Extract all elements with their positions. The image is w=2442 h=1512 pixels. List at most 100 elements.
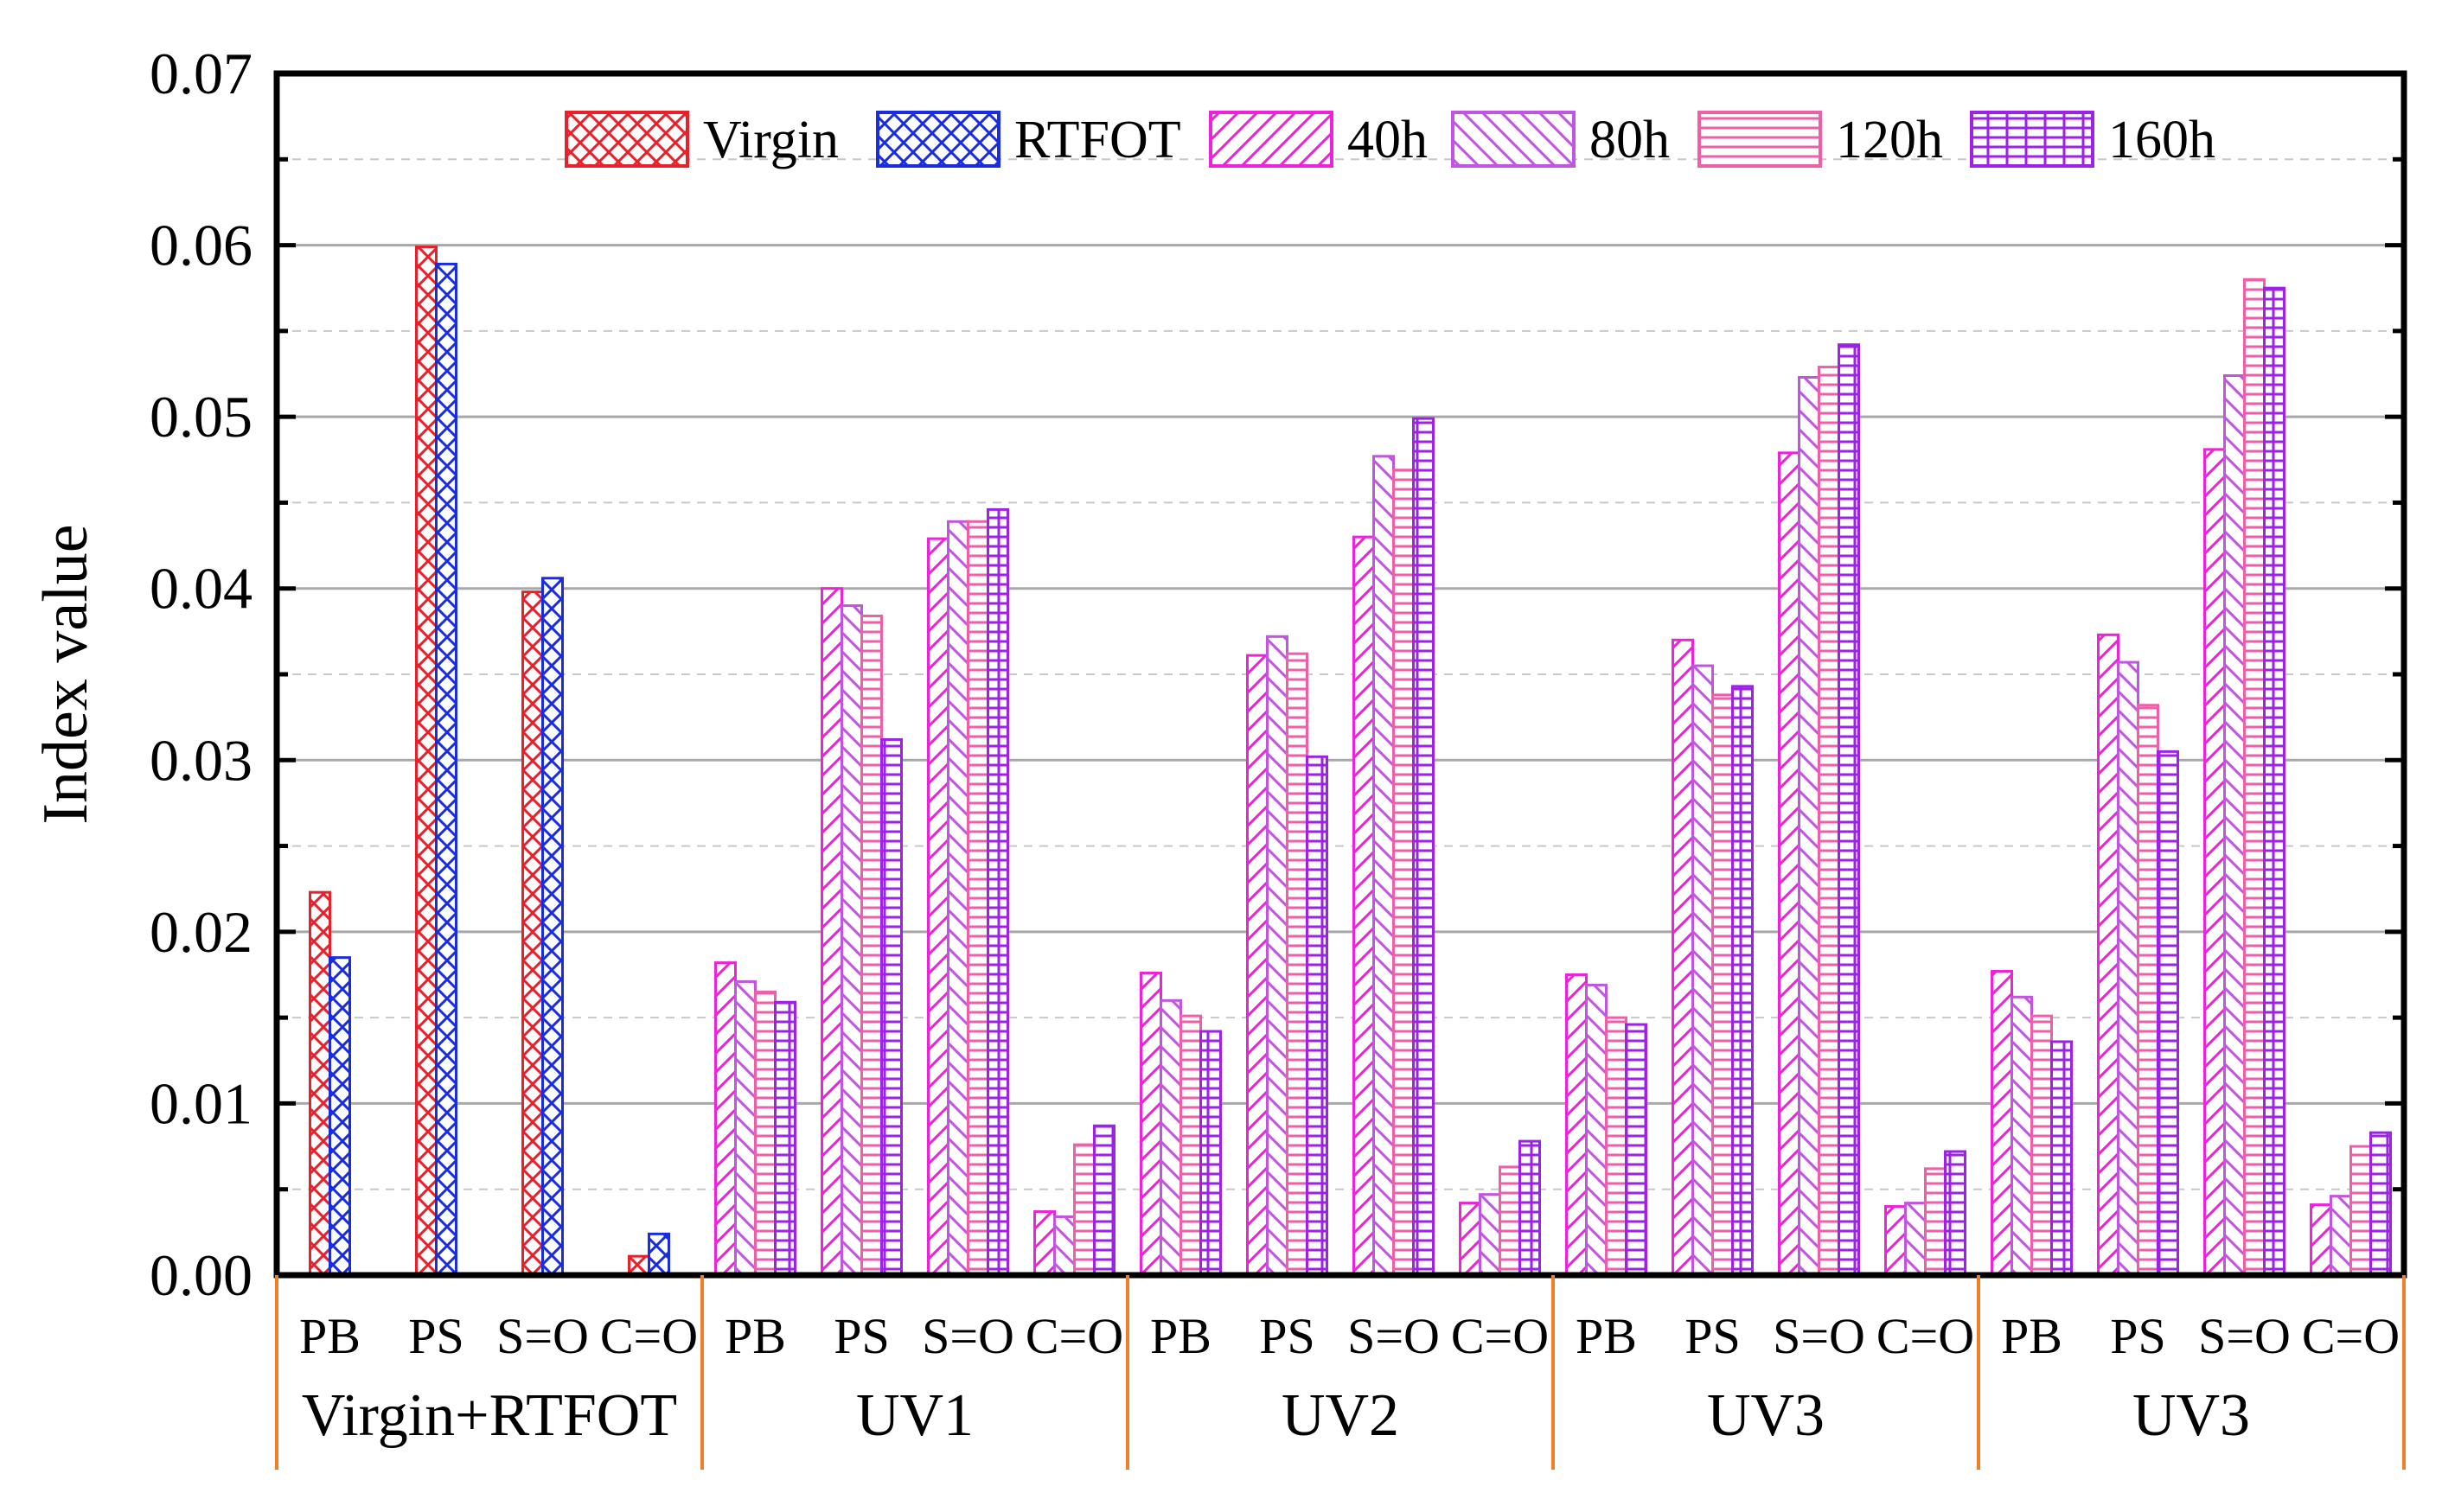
legend: Virgin RTFOT 40h 80h 120h 160h xyxy=(565,111,2215,169)
group-label: UV3 xyxy=(1707,1382,1825,1449)
bar-80h-co xyxy=(1053,1215,1076,1277)
bar-rtfot-so xyxy=(541,577,564,1277)
bar-120h-co xyxy=(1924,1167,1947,1277)
bar-120h-pb xyxy=(1179,1014,1202,1277)
y-tick-label: 0.05 xyxy=(150,384,253,450)
bar-160h-pb xyxy=(1625,1023,1647,1277)
bar-40h-pb xyxy=(1565,973,1588,1277)
bar-160h-ps xyxy=(1731,685,1754,1277)
bar-40h-co xyxy=(1884,1205,1907,1277)
bar-120h-ps xyxy=(1286,652,1308,1277)
category-label: PS xyxy=(834,1308,890,1364)
bar-40h-co xyxy=(1459,1202,1481,1277)
bar-120h-pb xyxy=(754,990,777,1277)
bar-80h-ps xyxy=(841,604,863,1277)
bar-40h-pb xyxy=(1991,970,2013,1277)
bar-160h-ps xyxy=(880,737,903,1277)
bar-virgin-ps xyxy=(415,246,438,1277)
bar-160h-so xyxy=(1838,343,1860,1277)
bar-40h-ps xyxy=(1672,638,1694,1277)
bar-160h-pb xyxy=(2050,1040,2073,1277)
bar-120h-so xyxy=(1818,366,1840,1277)
bar-40h-pb xyxy=(714,961,737,1277)
y-axis-title: Index value xyxy=(30,524,101,824)
category-label: S=O xyxy=(1773,1308,1865,1364)
bar-virgin-pb xyxy=(309,890,331,1277)
bar-80h-pb xyxy=(734,979,757,1277)
bar-160h-co xyxy=(2369,1131,2392,1277)
category-label: C=O xyxy=(1026,1308,1123,1364)
bar-120h-co xyxy=(2349,1145,2372,1277)
legend-label-virgin: Virgin xyxy=(703,111,839,169)
bar-40h-pb xyxy=(1140,972,1162,1277)
bar-120h-ps xyxy=(1711,693,1734,1277)
bar-rtfot-pb xyxy=(329,956,351,1277)
category-label: PS xyxy=(1259,1308,1315,1364)
group-label: UV2 xyxy=(1282,1382,1399,1449)
bar-80h-so xyxy=(947,520,969,1277)
category-label: PB xyxy=(1150,1308,1211,1364)
bar-virgin-so xyxy=(521,590,544,1277)
bar-40h-so xyxy=(1778,451,1800,1277)
bar-160h-pb xyxy=(1199,1030,1222,1277)
bar-80h-pb xyxy=(2010,995,2033,1277)
group-label: UV1 xyxy=(856,1382,974,1449)
y-tick-label: 0.00 xyxy=(150,1242,253,1308)
bar-rtfot-co xyxy=(648,1232,670,1277)
bar-120h-ps xyxy=(860,614,883,1277)
category-label: C=O xyxy=(2302,1308,2400,1364)
legend-swatch-80h xyxy=(1451,111,1576,168)
category-label: PS xyxy=(1684,1308,1741,1364)
legend-label-120h: 120h xyxy=(1836,111,1943,169)
bar-40h-ps xyxy=(1246,654,1269,1277)
bar-120h-pb xyxy=(1605,1016,1627,1277)
legend-swatch-160h xyxy=(1970,111,2094,168)
category-label: S=O xyxy=(922,1308,1014,1364)
bar-40h-ps xyxy=(2097,633,2119,1277)
bar-40h-so xyxy=(927,537,949,1277)
bar-80h-ps xyxy=(1266,635,1288,1277)
y-tick-label: 0.07 xyxy=(150,41,253,106)
bar-160h-co xyxy=(1518,1139,1541,1277)
category-label: S=O xyxy=(1347,1308,1440,1364)
legend-swatch-virgin xyxy=(565,111,689,168)
y-axis: 0.00 0.01 0.02 0.03 0.04 0.05 0.06 0.07 xyxy=(150,41,2404,1308)
bar-80h-ps xyxy=(1691,664,1714,1277)
y-tick-label: 0.04 xyxy=(150,556,253,622)
legend-label-rtfot: RTFOT xyxy=(1014,111,1181,169)
legend-swatch-rtfot xyxy=(876,111,1000,168)
bar-80h-pb xyxy=(1585,983,1608,1277)
legend-label-40h: 40h xyxy=(1347,111,1428,169)
bar-120h-so xyxy=(967,520,989,1277)
bars xyxy=(309,246,2392,1277)
category-label: PB xyxy=(2001,1308,2062,1364)
bar-80h-co xyxy=(1904,1202,1927,1277)
bar-80h-so xyxy=(2223,373,2246,1277)
group-label: UV3 xyxy=(2132,1382,2250,1449)
bar-160h-so xyxy=(1412,417,1435,1277)
group-label: Virgin+RTFOT xyxy=(302,1382,677,1449)
bar-40h-ps xyxy=(821,587,843,1277)
bar-120h-co xyxy=(1499,1165,1521,1277)
bar-120h-pb xyxy=(2030,1014,2053,1277)
bar-80h-co xyxy=(1479,1193,1501,1277)
bar-120h-ps xyxy=(2137,704,2159,1277)
bar-80h-pb xyxy=(1160,998,1182,1277)
bar-rtfot-ps xyxy=(435,262,457,1277)
bar-80h-so xyxy=(1798,375,1820,1277)
bar-160h-pb xyxy=(774,1000,796,1277)
bar-120h-co xyxy=(1073,1143,1096,1277)
bar-80h-co xyxy=(2330,1195,2352,1277)
bar-120h-so xyxy=(2243,278,2266,1277)
legend-swatch-120h xyxy=(1697,111,1822,168)
y-tick-label: 0.03 xyxy=(150,727,253,793)
legend-label-80h: 80h xyxy=(1589,111,1670,169)
category-label: PS xyxy=(408,1308,464,1364)
y-tick-label: 0.06 xyxy=(150,213,253,278)
bar-160h-so xyxy=(987,507,1009,1277)
bar-40h-so xyxy=(1352,535,1375,1277)
bar-40h-co xyxy=(2310,1203,2332,1277)
category-label: S=O xyxy=(496,1308,589,1364)
category-label: C=O xyxy=(1451,1308,1549,1364)
